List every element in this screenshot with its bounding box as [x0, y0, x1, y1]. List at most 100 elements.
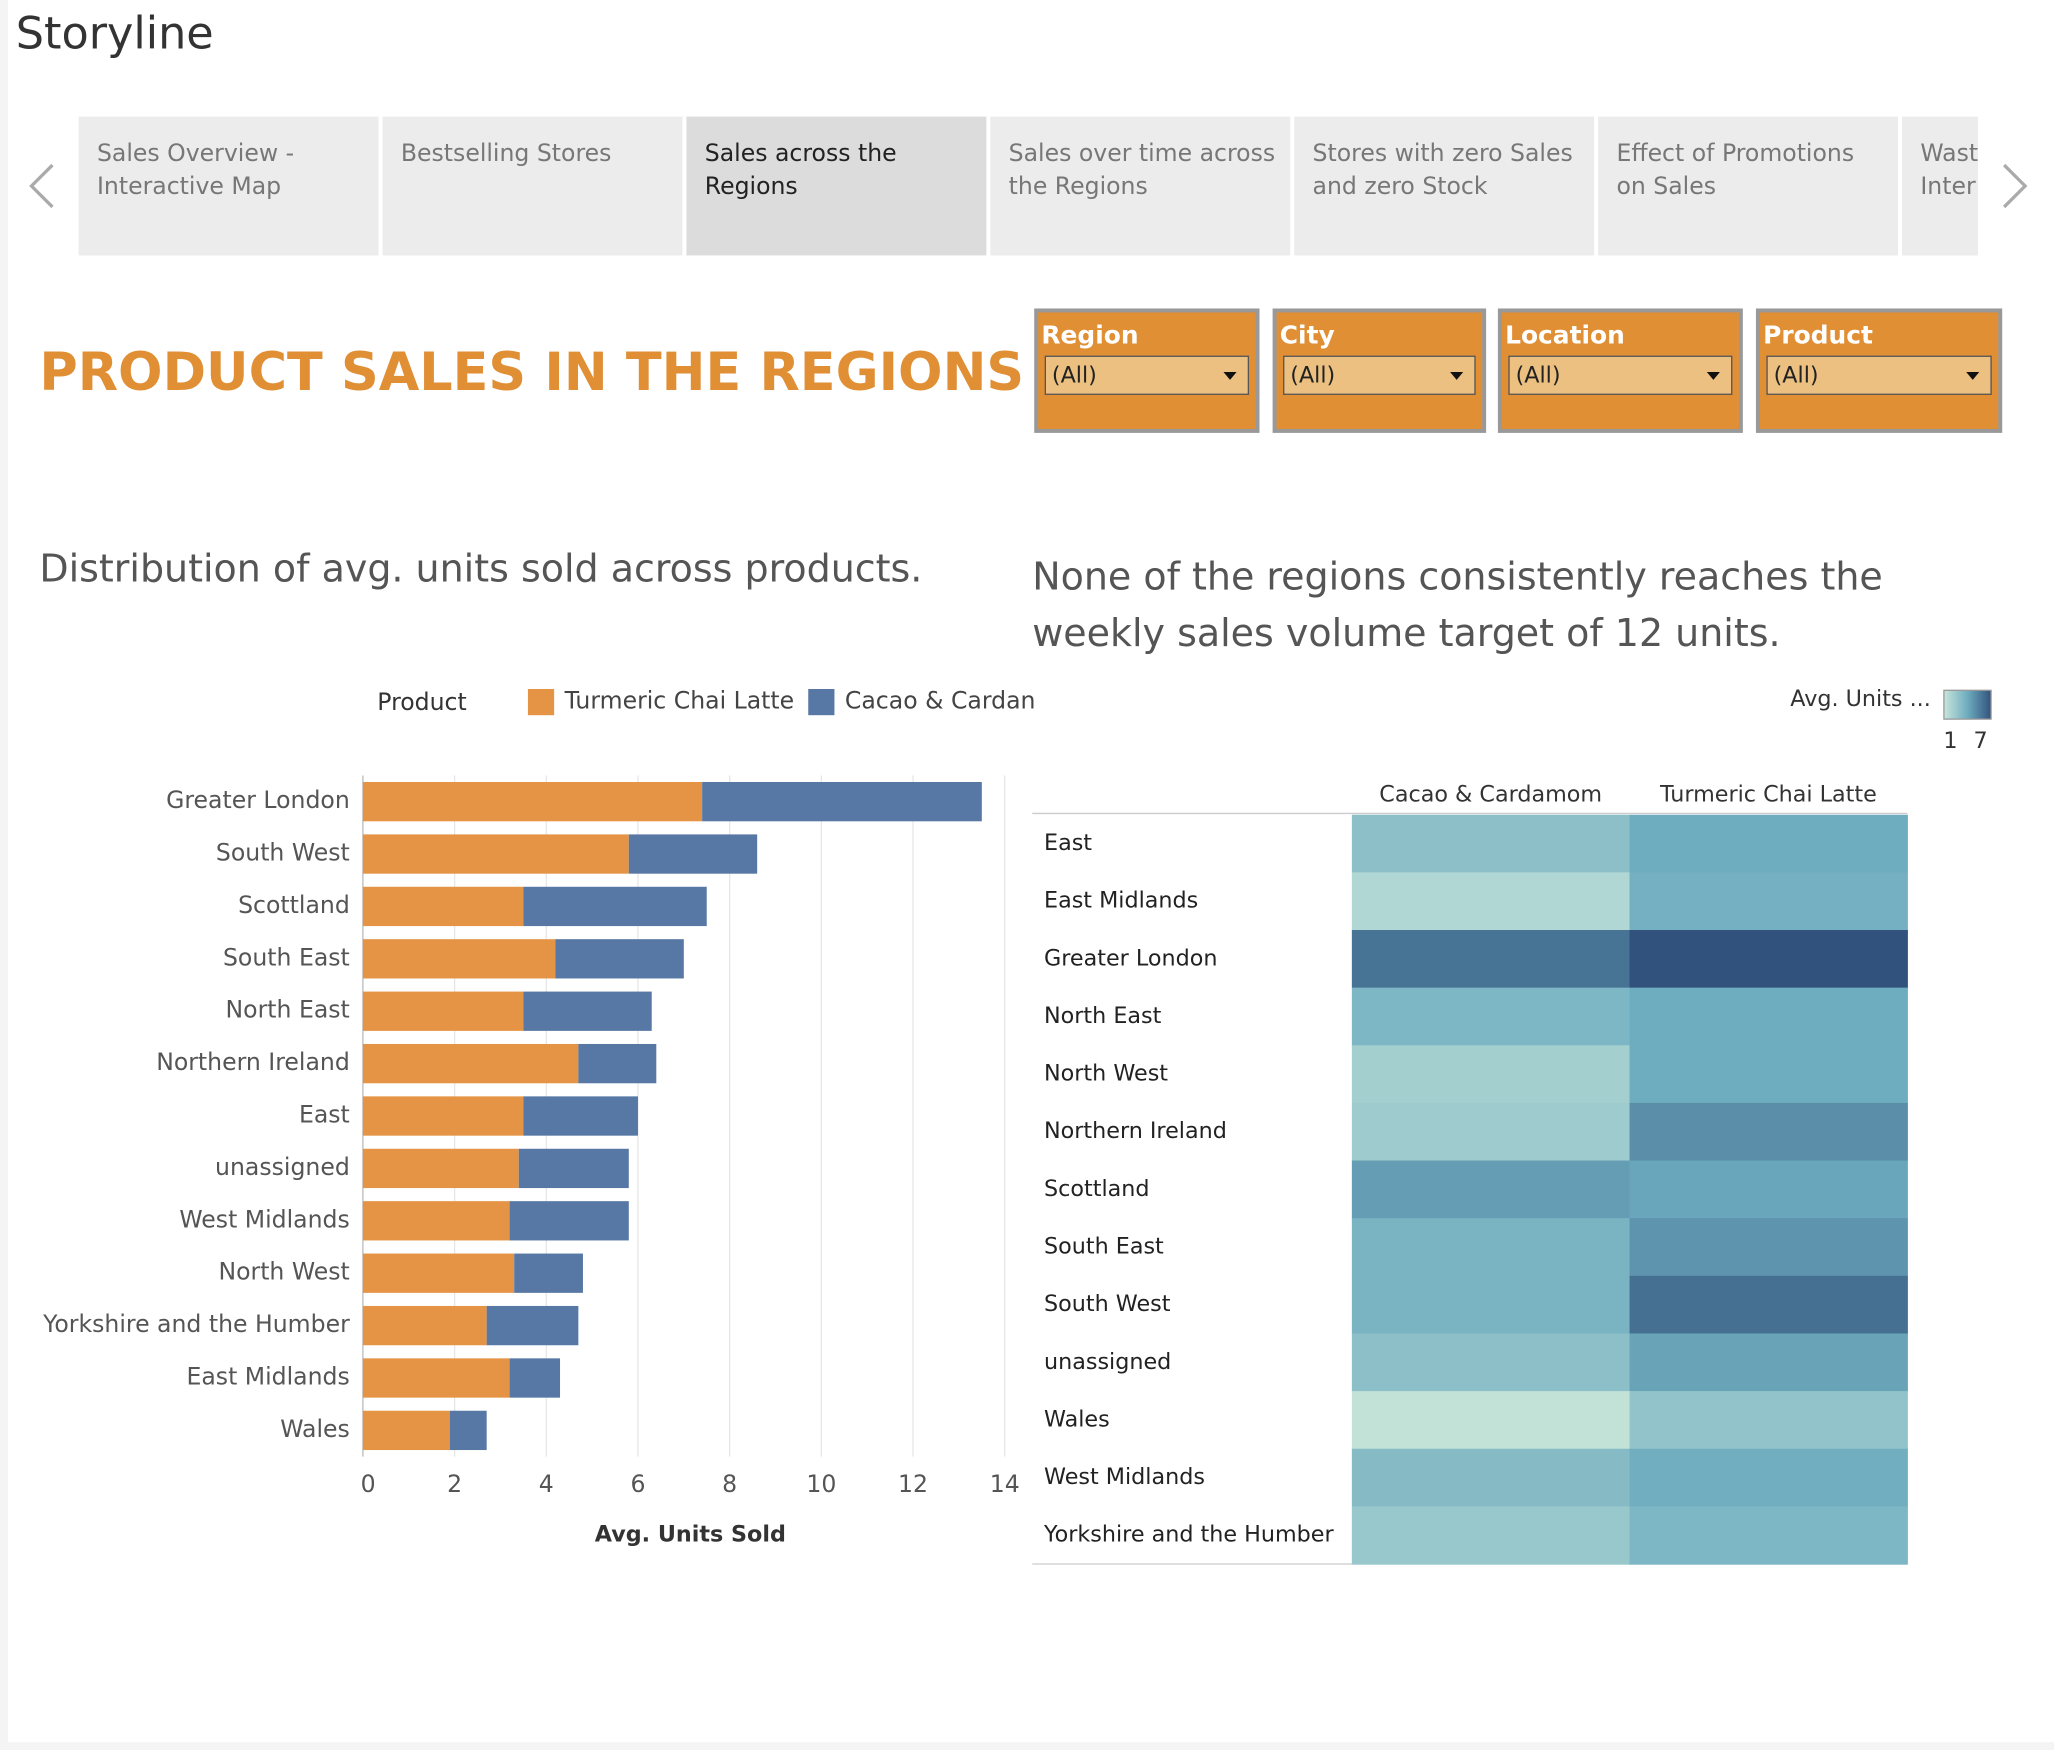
row-label: North West	[1044, 1061, 1168, 1087]
tab-label: and zero Stock	[1313, 172, 1488, 200]
x-tick-label: 0	[361, 1470, 376, 1498]
filter-value: (All)	[1290, 362, 1335, 388]
dropdown-arrow	[1223, 372, 1237, 380]
tab[interactable]	[382, 116, 683, 256]
bar-segment	[702, 781, 982, 822]
filter-label: City	[1280, 321, 1335, 350]
heat-cell	[1351, 1448, 1631, 1508]
column-header: Turmeric Chai Latte	[1659, 782, 1877, 808]
legend-swatch	[527, 688, 555, 716]
y-tick-label: Yorkshire and the Humber	[42, 1310, 350, 1338]
row-label: North East	[1044, 1003, 1162, 1029]
tab[interactable]	[686, 116, 987, 256]
heat-cell	[1351, 930, 1631, 989]
heat-cell	[1629, 814, 1908, 874]
heatmap: Cacao & Cardamom Turmeric Chai Latte East E…	[1032, 686, 1992, 1565]
legend-tick-label: 1	[1943, 728, 1957, 754]
bar-subtitle: Distribution of avg. units sold across p…	[39, 547, 922, 591]
heat-cell	[1351, 1160, 1631, 1219]
row-label: unassigned	[1044, 1349, 1171, 1375]
bar-segment	[362, 1358, 510, 1398]
tab[interactable]	[78, 116, 379, 256]
row-label: South West	[1044, 1291, 1171, 1317]
filter-dropdown[interactable]	[1766, 355, 1992, 395]
y-tick-label: South West	[216, 839, 350, 867]
row-label: Wales	[1044, 1406, 1110, 1432]
x-tick-label: 8	[722, 1470, 737, 1498]
y-tick-label: Wales	[280, 1415, 350, 1443]
bar-segment	[362, 1148, 519, 1189]
row-label: Greater London	[1044, 945, 1217, 971]
tab-label: Regions	[705, 172, 798, 200]
filter-dropdown[interactable]	[1044, 355, 1250, 395]
bar-segment	[578, 1043, 657, 1084]
bar-segment	[509, 1358, 561, 1398]
prev-arrow[interactable]	[29, 163, 54, 209]
heatmap-subtitle: None of the regions consistently reaches…	[1032, 554, 1883, 598]
tab-strip: Sales Overview - Interactive Map Bestselli…	[78, 116, 2054, 256]
tab-label: on Sales	[1616, 172, 1716, 200]
heat-cell	[1351, 987, 1631, 1046]
bar-segment	[362, 1043, 579, 1084]
row-label: Yorkshire and the Humber	[1043, 1522, 1334, 1548]
row-label: Scottland	[1044, 1176, 1149, 1202]
y-tick-label: North East	[226, 996, 350, 1024]
row-label: Northern Ireland	[1044, 1118, 1227, 1144]
filter-dropdown[interactable]	[1283, 355, 1476, 395]
heat-cell	[1351, 1391, 1631, 1450]
bar-segment	[523, 886, 707, 927]
heat-cell	[1351, 1275, 1631, 1335]
legend-label: Turmeric Chai Latte	[564, 687, 795, 715]
bar-segment	[523, 1096, 638, 1136]
x-tick-label: 12	[898, 1470, 928, 1498]
y-tick-label: Northern Ireland	[156, 1048, 350, 1076]
tab-label: Wast	[1920, 139, 1978, 167]
storyline-title: Storyline	[16, 8, 214, 60]
y-tick-label: West Midlands	[179, 1205, 349, 1233]
bar-segment	[449, 1410, 487, 1451]
legend-tick-label: 7	[1974, 728, 1988, 754]
bar-segment	[523, 991, 652, 1031]
bar-segment	[628, 834, 758, 874]
tab-label: Sales Overview -	[97, 139, 294, 167]
filter-label: Region	[1041, 321, 1138, 350]
heat-cell	[1629, 872, 1908, 931]
dropdown-arrow	[1966, 372, 1980, 380]
bar-segment	[514, 1253, 583, 1293]
bar-segment	[362, 939, 556, 979]
tab-label: Interactive Map	[97, 172, 281, 200]
x-axis-title: Avg. Units Sold	[595, 1522, 786, 1548]
bar-chart: 0 2 4 6 8 10 12 14 Avg. Units Sold Product Turmeri…	[42, 687, 1035, 1548]
heat-cell	[1629, 1448, 1908, 1508]
y-tick-label: North West	[218, 1258, 349, 1286]
legend-title: Product	[377, 688, 466, 716]
filter-value: (All)	[1516, 362, 1561, 388]
bar-segment	[362, 1410, 450, 1451]
next-arrow[interactable]	[2003, 163, 2028, 209]
tab-label: Sales across the	[705, 139, 897, 167]
y-tick-label: Greater London	[166, 786, 350, 814]
heat-cell	[1629, 1218, 1908, 1277]
tab[interactable]	[1294, 116, 1595, 256]
heat-cell	[1351, 872, 1631, 931]
tab[interactable]	[1598, 116, 1899, 256]
tab-label: Effect of Promotions	[1616, 139, 1854, 167]
heat-cell	[1629, 1506, 1908, 1565]
filter-dropdown[interactable]	[1508, 355, 1733, 395]
bar-segment	[362, 1201, 510, 1241]
dashboard-title: PRODUCT SALES IN THE REGIONS	[39, 342, 1024, 403]
heat-cell	[1629, 1333, 1908, 1392]
filter-label: Location	[1505, 321, 1625, 350]
bar-segment	[362, 781, 703, 822]
left-edge	[0, 0, 8, 1750]
heat-cell	[1629, 1045, 1908, 1104]
y-tick-label: South East	[223, 943, 350, 971]
legend-title: Avg. Units ...	[1790, 686, 1931, 712]
bar-segment	[362, 1096, 524, 1136]
heat-cell	[1351, 1045, 1631, 1104]
heat-cell	[1351, 1333, 1631, 1392]
tab[interactable]	[1902, 116, 2054, 256]
y-tick-label: East Midlands	[186, 1362, 349, 1390]
tab[interactable]	[990, 116, 1291, 256]
y-tick-label: East	[299, 1101, 350, 1129]
